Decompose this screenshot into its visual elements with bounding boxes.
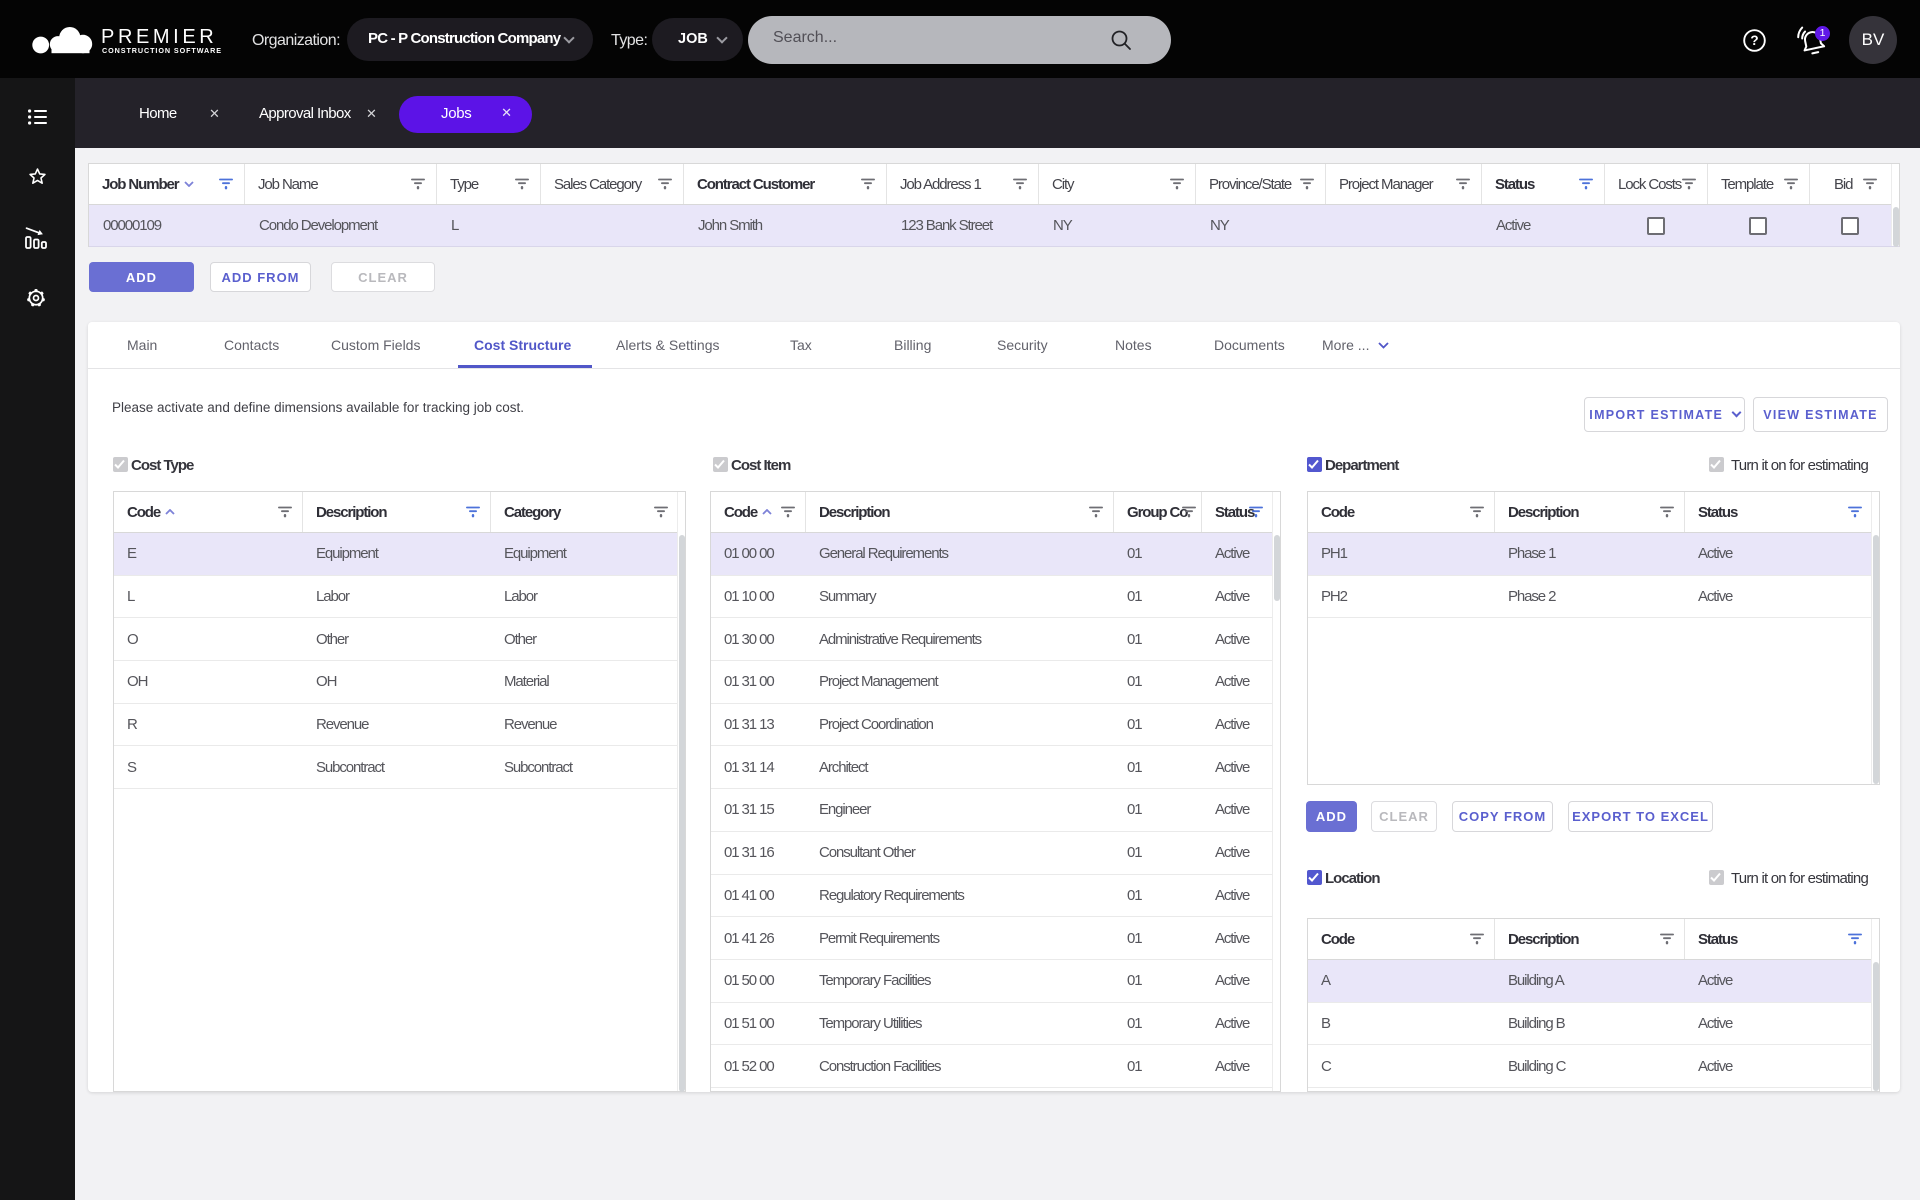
- svg-text:?: ?: [1750, 33, 1758, 48]
